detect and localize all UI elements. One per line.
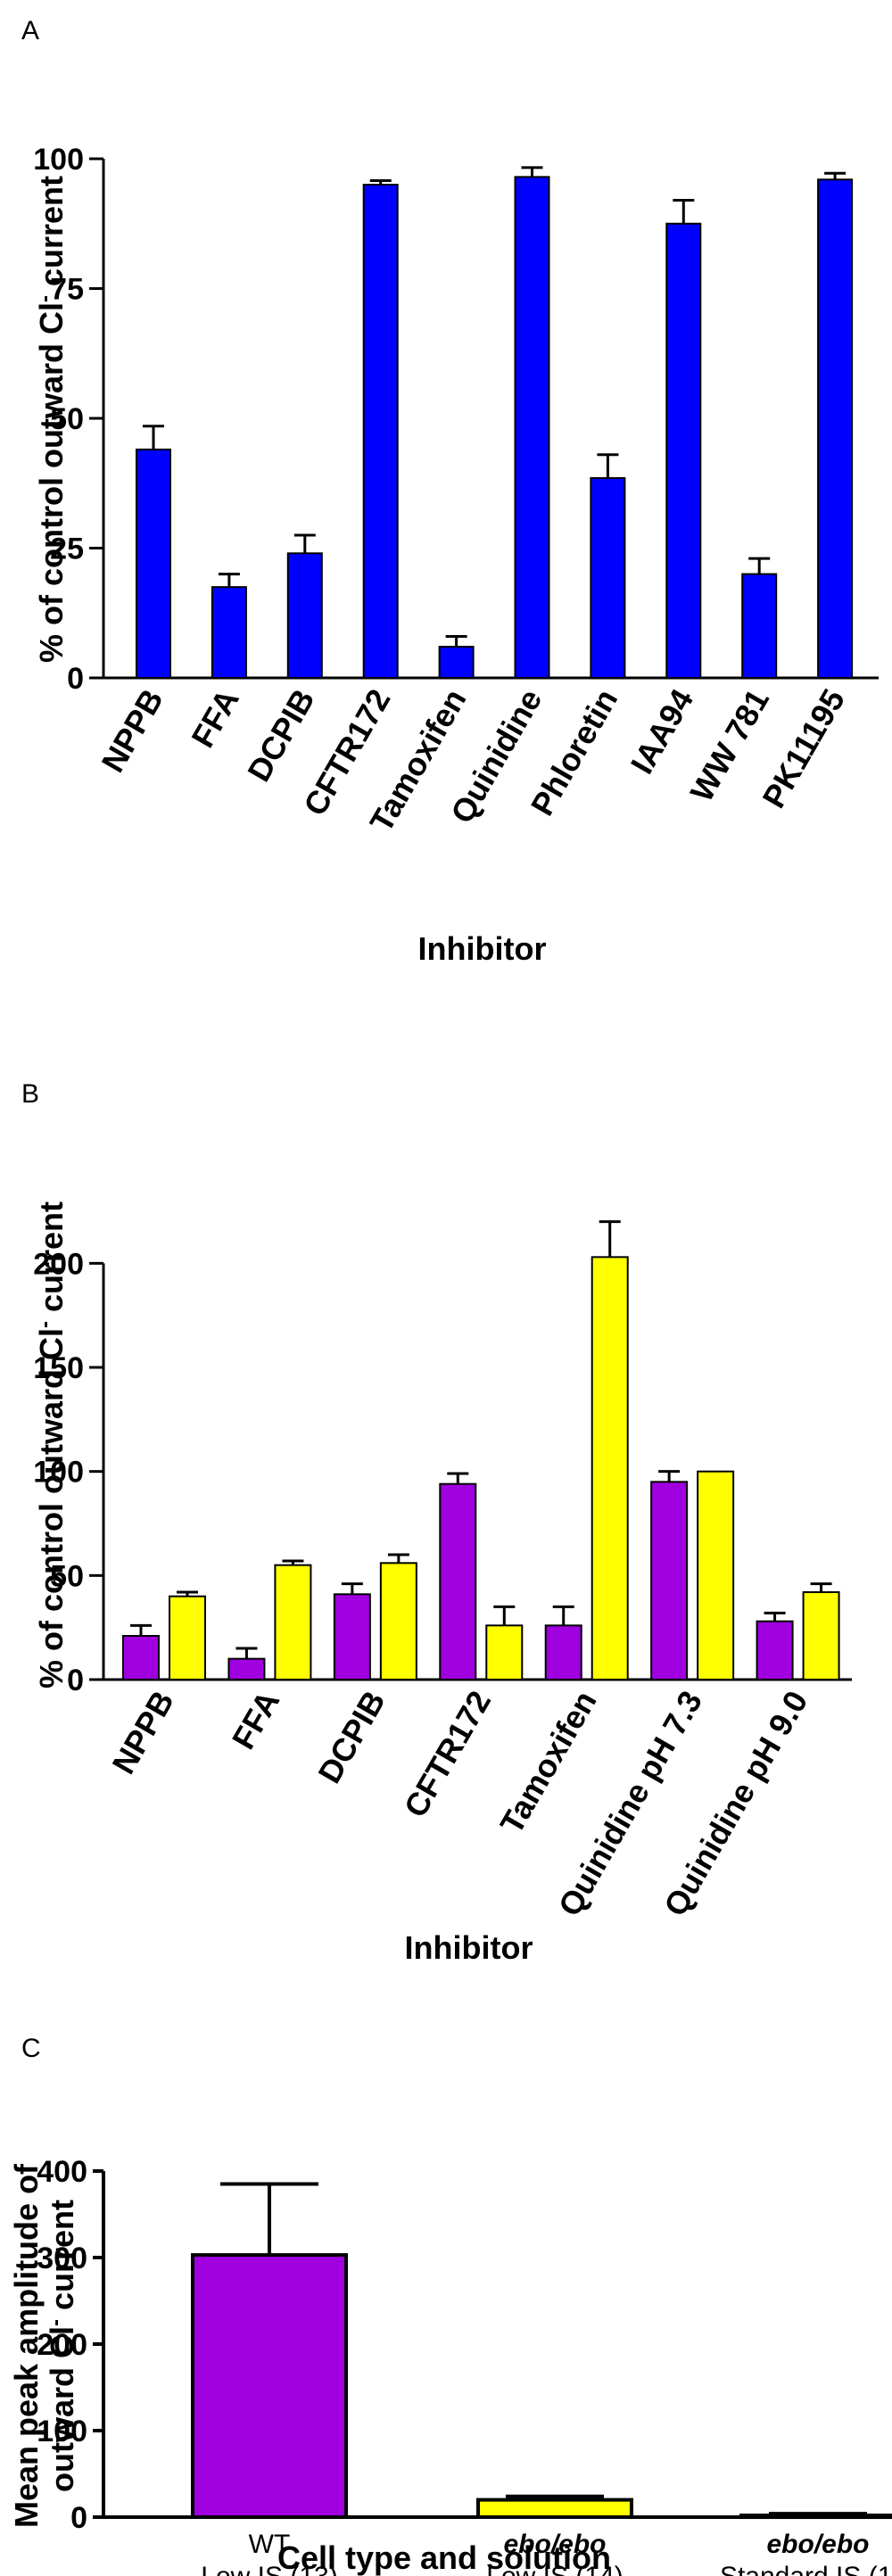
y-tick-label: 0 — [70, 2501, 87, 2535]
bar — [438, 646, 475, 680]
bar — [286, 552, 323, 679]
panel-c: C 0 100 200 300 400 WT Low IS (13) ebo/ebo Low IS… — [8, 2034, 892, 2576]
bar-yellow — [274, 1564, 312, 1680]
bar-purple — [756, 1620, 794, 1680]
x-category-label: FFA — [184, 683, 246, 754]
y-axis-title-line1: Mean peak amplitude of — [8, 2163, 45, 2528]
panel-b: B 0 50 100 150 200 NPPB FFA DCPIB CFTR172Tamoxife… — [21, 1079, 852, 1966]
y-tick-label: 400 — [37, 2155, 87, 2189]
x-category-label: FFA — [225, 1685, 287, 1755]
bar — [665, 222, 702, 679]
bar-yellow — [802, 1591, 840, 1680]
y-tick-label: 100 — [33, 143, 84, 177]
bar — [362, 184, 399, 680]
bar — [211, 586, 247, 680]
y-axis-title: % of control outward Cl- current — [33, 1201, 70, 1688]
x-category-label: NPPB — [104, 1685, 181, 1780]
y-tick-label: 0 — [67, 1664, 84, 1697]
y-tick-label: 200 — [37, 2328, 87, 2362]
x-category-label: DCPIB — [240, 683, 322, 788]
y-tick-label: 25 — [50, 533, 84, 566]
panel-letter-a: A — [21, 16, 39, 45]
bar-yellow — [591, 1256, 629, 1681]
bar — [476, 2498, 633, 2520]
bar-purple — [333, 1593, 371, 1681]
y-tick-label: 200 — [33, 1247, 84, 1281]
x-category-label-line1: ebo/ebo — [503, 2530, 606, 2559]
y-tick-label: 100 — [33, 1456, 84, 1490]
x-category-label: Tamoxifen — [492, 1685, 603, 1840]
bar — [136, 448, 171, 679]
y-axis-title: % of control outward Cl- current — [33, 176, 70, 663]
y-tick-label: 0 — [67, 662, 84, 696]
x-axis-title: Inhibitor — [405, 1929, 533, 1966]
bar — [739, 2514, 892, 2520]
bar-purple — [439, 1482, 477, 1680]
bar — [514, 176, 550, 679]
y-tick-label: 100 — [37, 2415, 87, 2448]
panel-letter-c: C — [21, 2034, 41, 2063]
y-tick-label: 300 — [37, 2242, 87, 2275]
x-category-label: DCPIB — [310, 1685, 392, 1790]
bar-yellow — [379, 1562, 417, 1681]
x-axis-title: Cell type and solution — [277, 2539, 611, 2576]
bar — [590, 476, 626, 679]
bar — [741, 573, 778, 679]
x-axis-title: Inhibitor — [418, 930, 547, 967]
bar — [191, 2253, 348, 2520]
x-category-label-line2: Standard IS (14) — [720, 2562, 892, 2576]
bar-yellow — [169, 1595, 206, 1680]
y-tick-label: 75 — [50, 273, 84, 307]
x-category-label-line2: Low IS (14) — [486, 2562, 623, 2576]
y-axis-title-line2: outward Cl- current — [44, 2200, 80, 2492]
x-category-label-line2: Low IS (13) — [201, 2562, 337, 2576]
bar-purple — [227, 1657, 266, 1680]
bar — [817, 178, 854, 679]
panel-letter-b: B — [21, 1079, 39, 1109]
x-category-label: NPPB — [94, 683, 170, 779]
y-tick-label: 150 — [33, 1351, 84, 1385]
x-category-label: CFTR172 — [397, 1685, 499, 1824]
bar-purple — [122, 1635, 160, 1680]
x-category-label-line1: ebo/ebo — [766, 2530, 869, 2559]
bar-purple — [544, 1624, 582, 1681]
x-category-label: IAA94 — [624, 683, 701, 780]
x-category-label-line1: WT — [249, 2530, 291, 2559]
y-tick-label: 50 — [50, 1559, 84, 1593]
bar-purple — [650, 1481, 689, 1681]
bar-yellow — [485, 1624, 524, 1681]
bar-yellow — [697, 1470, 735, 1680]
y-tick-label: 50 — [50, 402, 84, 436]
